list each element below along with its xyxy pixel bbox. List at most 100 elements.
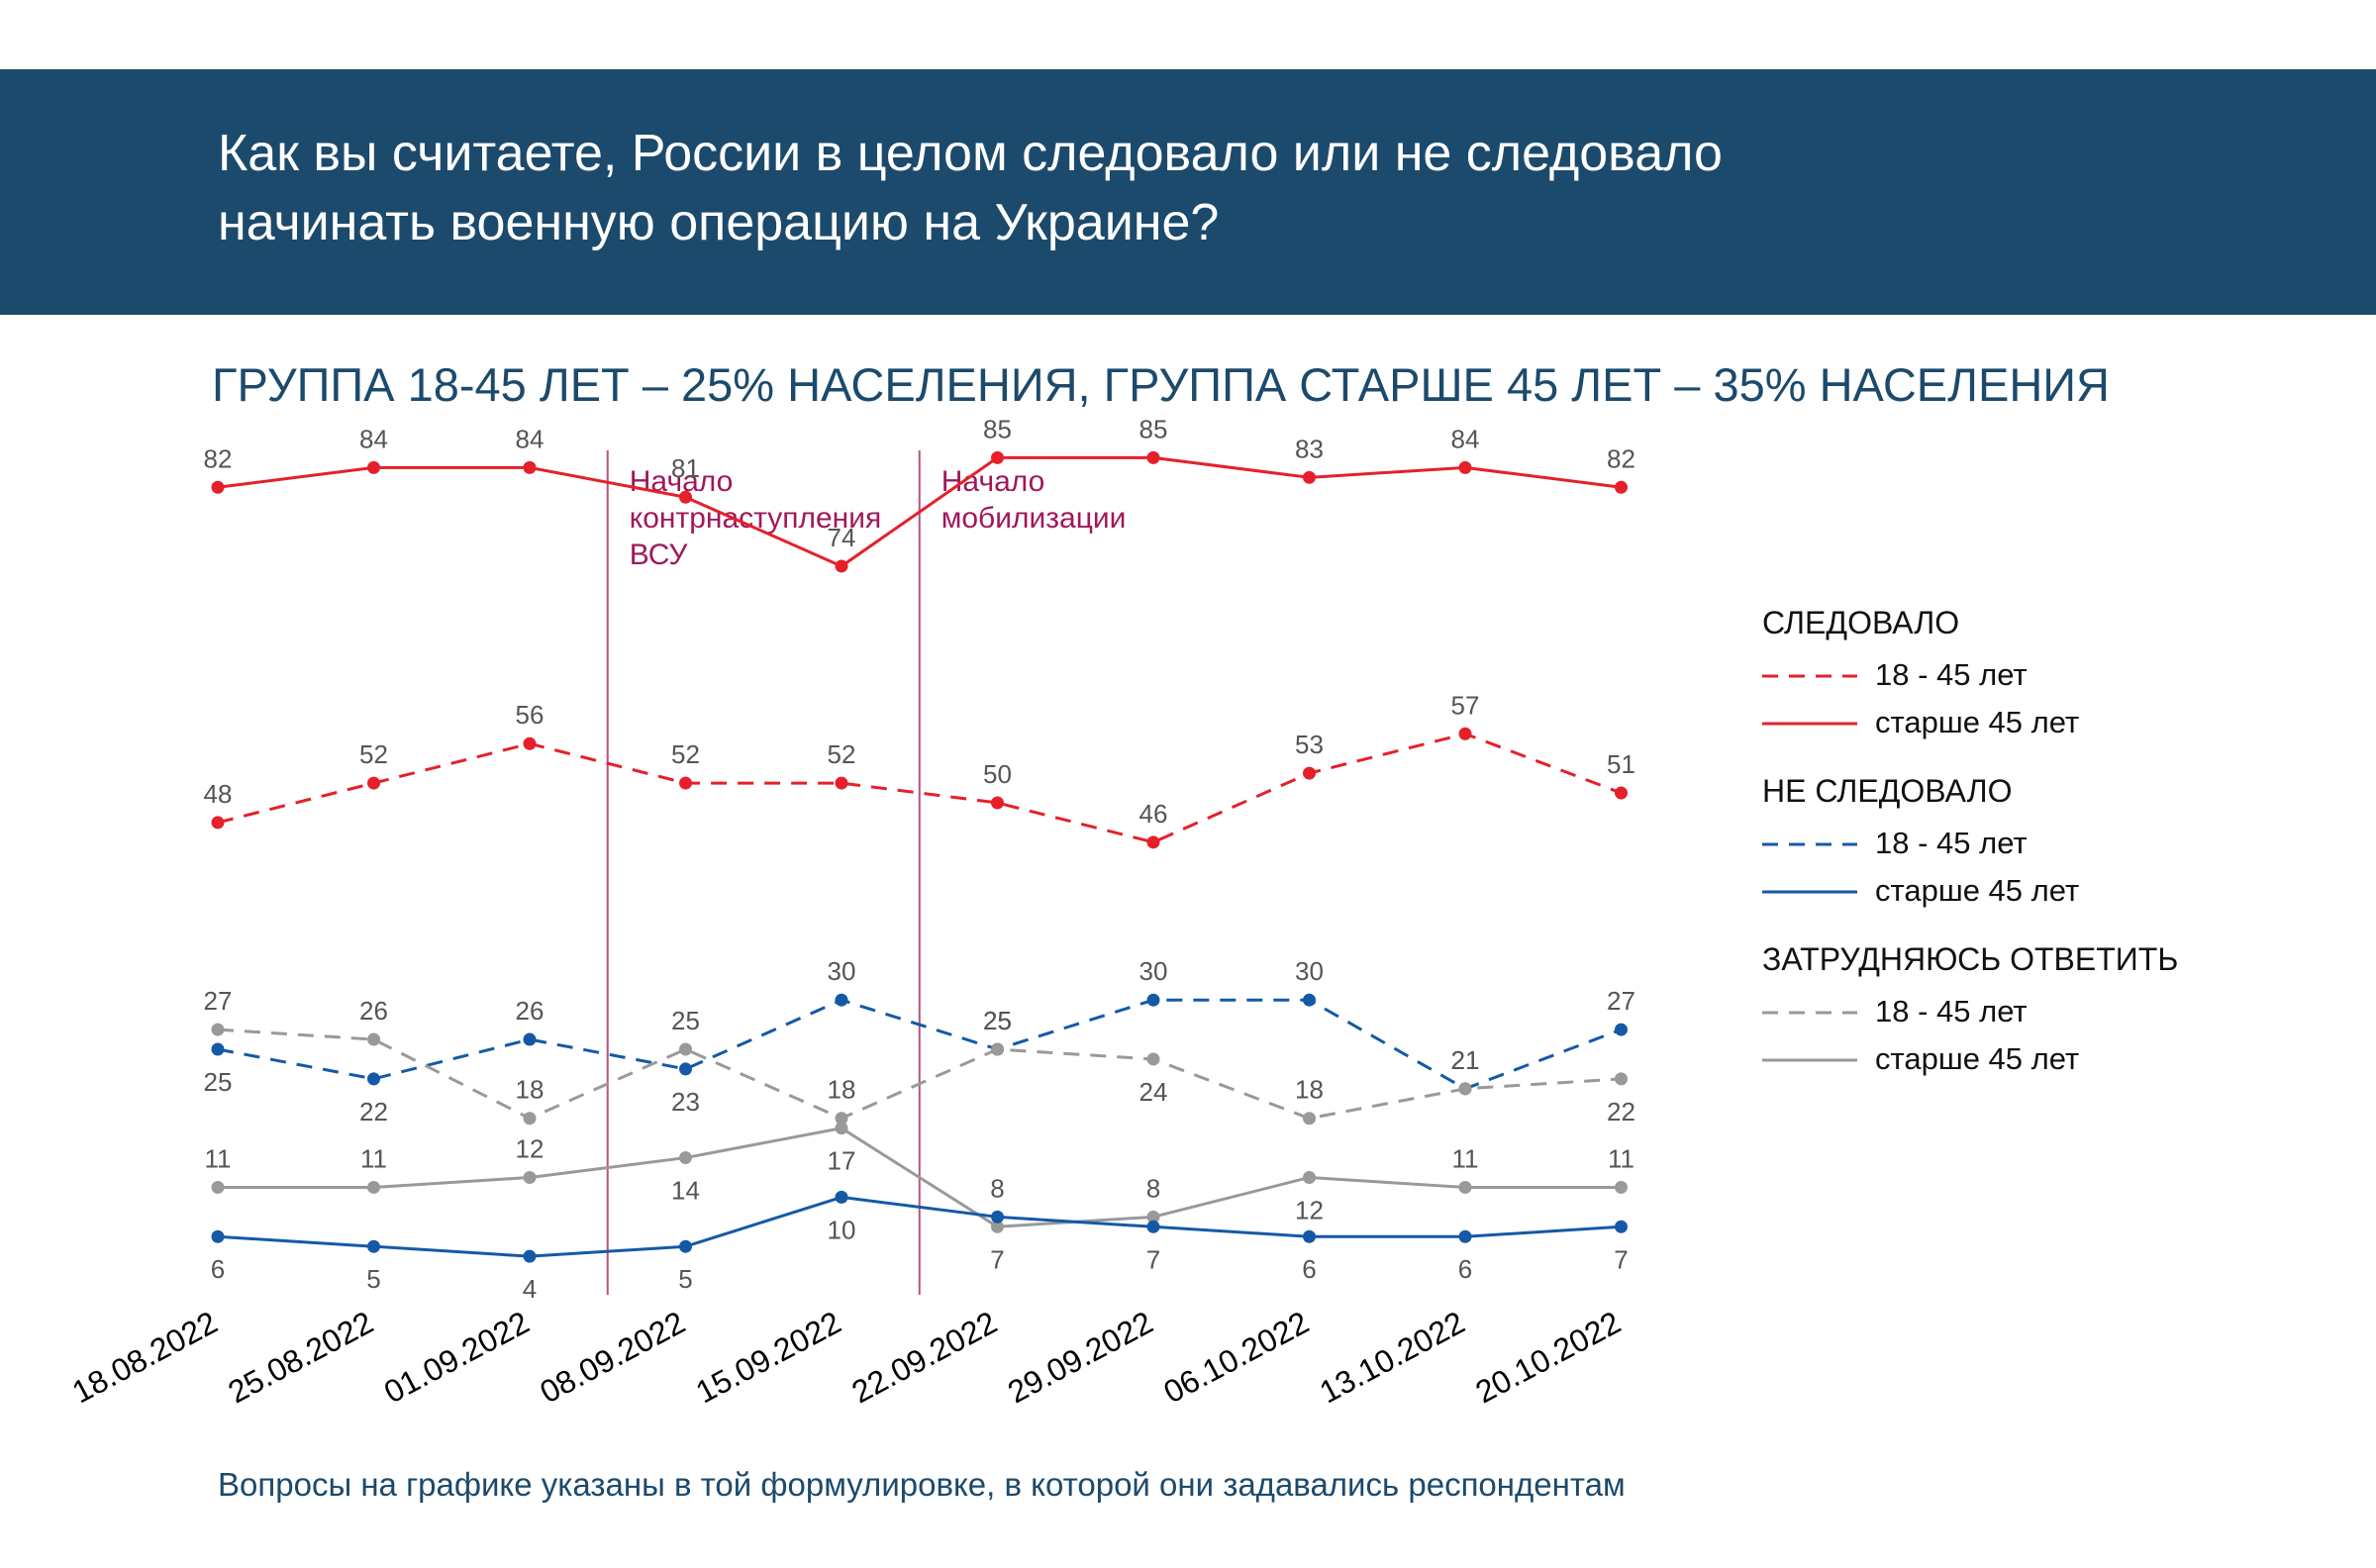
series-1-value-label-5: 74 xyxy=(828,523,856,552)
legend-item: старше 45 лет xyxy=(1762,867,2317,915)
x-tick-label-4: 08.09.2022 xyxy=(534,1304,690,1410)
series-6-point-4 xyxy=(679,1239,692,1253)
legend-swatch xyxy=(1762,842,1857,846)
series-3-value-label-4: 23 xyxy=(671,1087,700,1117)
x-tick-label-7: 29.09.2022 xyxy=(1002,1304,1158,1410)
series-5-point-10 xyxy=(1615,1180,1628,1194)
series-3-point-5 xyxy=(835,993,848,1007)
series-6-value-label-7: 7 xyxy=(1146,1244,1160,1274)
series-1-value-label-4: 81 xyxy=(671,453,700,483)
x-tick-label-9: 13.10.2022 xyxy=(1314,1304,1470,1410)
series-6-value-label-3: 4 xyxy=(523,1274,537,1304)
legend-item-label: 18 - 45 лет xyxy=(1875,826,2028,860)
series-4-point-8 xyxy=(1303,1112,1316,1126)
legend-item-label: старше 45 лет xyxy=(1875,873,2080,908)
series-5-point-9 xyxy=(1458,1180,1472,1194)
series-5-value-label-7: 8 xyxy=(1146,1173,1160,1203)
x-tick-label-8: 06.10.2022 xyxy=(1157,1304,1314,1410)
series-4-value-label-3: 18 xyxy=(516,1075,544,1105)
series-2-value-label-1: 48 xyxy=(204,779,233,809)
series-4-point-10 xyxy=(1615,1072,1628,1086)
series-4-point-6 xyxy=(991,1042,1004,1056)
series-5-value-label-9: 11 xyxy=(1452,1143,1479,1173)
series-1-point-10 xyxy=(1615,480,1628,494)
legend-group-title: СЛЕДОВАЛО xyxy=(1762,605,1960,640)
series-3-value-label-10: 27 xyxy=(1607,986,1635,1016)
legend-item: старше 45 лет xyxy=(1762,699,2317,746)
series-2-point-1 xyxy=(211,816,225,830)
series-5-value-label-4: 14 xyxy=(671,1176,700,1206)
series-1-point-4 xyxy=(679,490,692,504)
series-6-value-label-6: 8 xyxy=(990,1173,1004,1203)
x-tick-label-5: 15.09.2022 xyxy=(690,1304,846,1410)
annotation-label-1-line-3: ВСУ xyxy=(630,539,689,571)
annotation-label-2-line-1: Начало xyxy=(941,465,1045,498)
series-1-point-3 xyxy=(523,460,537,474)
series-4-point-9 xyxy=(1458,1082,1472,1096)
legend-item-label: старше 45 лет xyxy=(1875,1041,2080,1076)
x-tick-label-2: 25.08.2022 xyxy=(222,1304,378,1410)
series-2-value-label-3: 56 xyxy=(516,700,544,730)
legend-group-title: НЕ СЛЕДОВАЛО xyxy=(1762,773,2013,809)
legend-group-title: ЗАТРУДНЯЮСЬ ОТВЕТИТЬ xyxy=(1762,941,2179,977)
series-3-point-10 xyxy=(1615,1023,1628,1036)
series-line-5 xyxy=(218,1127,1622,1228)
series-4-point-5 xyxy=(835,1112,848,1126)
series-5-value-label-8: 12 xyxy=(1295,1195,1324,1225)
series-6-point-5 xyxy=(835,1190,848,1204)
legend-item: старше 45 лет xyxy=(1762,1035,2317,1083)
series-5-point-7 xyxy=(1146,1210,1160,1224)
series-2-value-label-10: 51 xyxy=(1607,749,1635,779)
series-1-value-label-1: 82 xyxy=(204,443,233,473)
series-5-point-5 xyxy=(835,1122,848,1135)
annotation-label-1-line-1: Начало xyxy=(630,465,734,498)
series-3-value-label-7: 30 xyxy=(1139,956,1168,986)
series-2-point-10 xyxy=(1615,786,1628,800)
series-6-value-label-10: 7 xyxy=(1614,1244,1628,1274)
series-5-point-2 xyxy=(367,1180,380,1194)
legend-swatch xyxy=(1762,1058,1857,1062)
series-2-point-8 xyxy=(1303,766,1316,780)
series-6-point-6 xyxy=(991,1210,1004,1224)
series-5-value-label-3: 12 xyxy=(516,1133,544,1163)
legend-swatch xyxy=(1762,674,1857,678)
series-3-value-label-6: 25 xyxy=(983,1006,1012,1035)
series-5-point-1 xyxy=(211,1180,225,1194)
series-2-value-label-2: 52 xyxy=(359,739,388,769)
series-2-point-3 xyxy=(523,736,537,750)
series-1-point-9 xyxy=(1458,460,1472,474)
series-4-value-label-1: 27 xyxy=(204,986,233,1016)
series-1-point-7 xyxy=(1146,450,1160,464)
series-5-value-label-10: 11 xyxy=(1608,1143,1634,1173)
series-1-value-label-3: 84 xyxy=(516,424,544,453)
series-3-point-3 xyxy=(523,1032,537,1046)
series-5-value-label-5: 17 xyxy=(828,1146,856,1176)
series-4-value-label-5: 18 xyxy=(828,1075,856,1105)
series-6-point-9 xyxy=(1458,1229,1472,1243)
series-5-point-3 xyxy=(523,1170,537,1184)
series-6-point-3 xyxy=(523,1249,537,1263)
page-title-line-1: Как вы считаете, России в целом следовал… xyxy=(218,125,1723,182)
legend-swatch xyxy=(1762,890,1857,894)
series-6-point-10 xyxy=(1615,1220,1628,1233)
series-1-value-label-2: 84 xyxy=(359,424,388,453)
series-3-value-label-5: 30 xyxy=(828,956,856,986)
series-1-value-label-10: 82 xyxy=(1607,443,1635,473)
series-line-4 xyxy=(217,1028,1622,1121)
legend-item-label: 18 - 45 лет xyxy=(1875,994,2028,1029)
series-5-value-label-1: 11 xyxy=(205,1143,232,1173)
series-2-value-label-6: 50 xyxy=(983,759,1012,789)
series-3-point-7 xyxy=(1146,993,1160,1007)
series-4-value-label-8: 18 xyxy=(1295,1075,1324,1105)
series-6-point-7 xyxy=(1146,1220,1160,1233)
series-2-point-5 xyxy=(835,776,848,790)
series-6-value-label-5: 10 xyxy=(828,1215,856,1244)
series-5-value-label-6: 7 xyxy=(990,1244,1004,1274)
series-2-value-label-4: 52 xyxy=(671,739,700,769)
legend-item: 18 - 45 лет xyxy=(1762,651,2317,699)
series-4-value-label-2: 26 xyxy=(359,996,388,1026)
series-1-point-6 xyxy=(991,450,1004,464)
series-2-point-9 xyxy=(1458,727,1472,740)
series-2-value-label-5: 52 xyxy=(828,739,856,769)
series-3-value-label-3: 26 xyxy=(516,996,544,1026)
